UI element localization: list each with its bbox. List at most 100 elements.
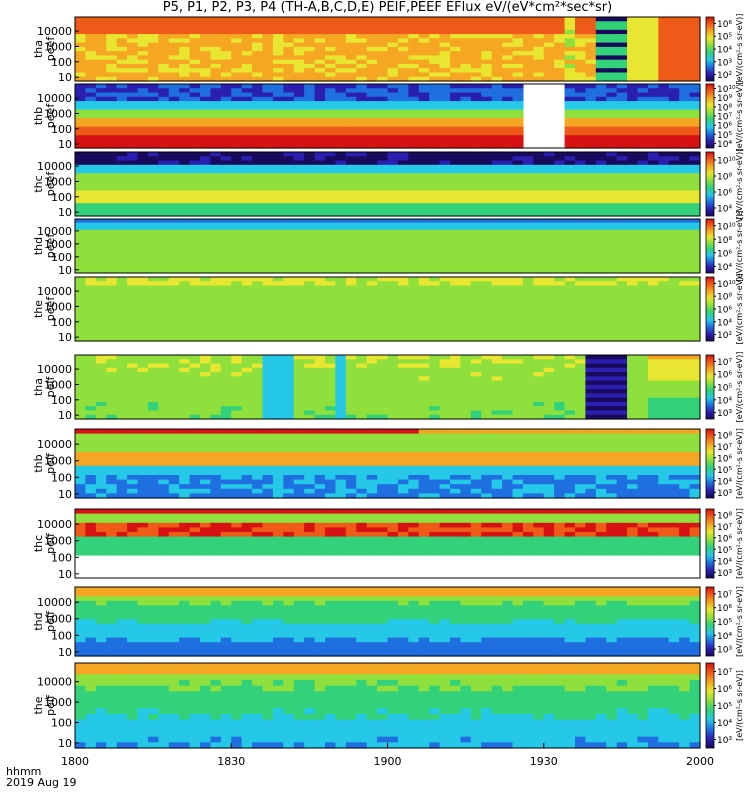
y-tick-label: 100 [51,717,72,730]
y-tick-label: 1000 [44,378,72,391]
colorbar-tick-label: 10⁶ [717,604,732,614]
y-axis-label: the [32,300,45,318]
colorbar [705,586,715,657]
colorbar-tick-label: 10⁶ [717,371,732,381]
colorbar [705,83,715,149]
colorbar-tick-label: 10³ [717,58,732,68]
colorbar-units-label: [eV/(cm²-s sr-eV)] [735,81,744,152]
colorbar [705,151,715,217]
y-tick-label: 10000 [37,363,72,376]
y-axis-label: thc [32,175,45,192]
colorbar-units-label: [eV/(cm²-s sr-eV)] [735,586,744,657]
colorbar-tick-label: 10¹⁰ [717,222,736,232]
panel-frame [74,354,701,420]
colorbar-tick-label: 10⁷ [717,358,732,368]
colorbar [705,662,715,749]
colorbar-tick-label: 10³ [717,569,732,579]
y-axis-label: the [32,696,45,714]
colorbar-tick-label: 10⁵ [717,466,732,476]
y-axis-label: peef [44,233,57,259]
colorbar-tick-label: 10¹⁰ [717,157,736,167]
panel-frame [74,586,701,657]
y-tick-label: 1000 [44,40,72,53]
y-tick-label: 10 [58,646,72,659]
spectrogram-panel-thb-peef: 10 100 1000 10000 thb peef 10⁴10⁵10⁶10⁷10⁸10⁹1… [32,81,744,152]
y-tick-label: 10000 [37,285,72,298]
colorbar-tick-label: 10⁶ [717,685,732,695]
colorbar-tick-label: 10⁷ [717,590,732,600]
time-unit-label: hhmm [6,765,42,778]
colorbar-units-label: [eV/(cm²-s sr-eV)] [735,508,744,579]
y-tick-label: 100 [51,123,72,136]
y-tick-label: 1000 [44,107,72,120]
colorbar-units-label: [eV/(cm²-s sr-eV)] [735,211,744,282]
colorbar [705,428,715,499]
colorbar-tick-label: 10⁷ [717,443,732,453]
colorbar-units-label: [eV/(cm²-s sr-eV)] [735,352,744,423]
panel-frame [74,276,701,342]
y-tick-label: 1000 [44,238,72,251]
colorbar-tick-label: 10² [717,331,732,341]
colorbar [705,508,715,579]
colorbar-tick-label: 10⁴ [717,263,732,273]
y-tick-label: 10 [58,264,72,277]
colorbar-tick-label: 10¹⁰ [717,280,736,290]
y-axis-label: peif [44,532,57,554]
colorbar-tick-label: 10⁸ [717,431,732,441]
y-tick-label: 10 [58,331,72,344]
y-axis-label: peef [44,171,57,197]
x-tick-label: 1900 [374,755,402,768]
x-tick-label: 2000 [686,755,714,768]
colorbar-tick-label: 10⁵ [717,546,732,556]
colorbar-tick-label: 10⁴ [717,318,732,328]
y-tick-label: 10000 [37,676,72,689]
colorbar-tick-label: 10⁵ [717,702,732,712]
colorbar-tick-label: 10⁸ [717,511,732,521]
colorbar-tick-label: 10³ [717,489,732,499]
colorbar-tick-label: 10⁶ [717,249,732,259]
colorbar-units-label: [eV/(cm²-s sr-eV)] [735,428,744,499]
y-tick-label: 10 [58,568,72,581]
y-tick-label: 1000 [44,175,72,188]
spectrogram-panel-thc-peef: 10 100 1000 10000 thc peef 10⁴ 10⁶ 10⁸ 10¹⁰ [eV/(c… [32,149,744,220]
y-tick-label: 100 [51,629,72,642]
spectrogram-panel-thd-peif: 10 100 1000 10000 thd peif 10³ 10⁴ 10⁵ 10⁶ 10⁷ [eV/… [32,586,744,659]
x-tick-label: 1930 [530,755,558,768]
y-tick-label: 10000 [37,92,72,105]
y-tick-label: 10000 [37,25,72,38]
colorbar-tick-label: 10⁸ [717,173,732,183]
y-tick-label: 10000 [37,596,72,609]
y-tick-label: 10 [58,71,72,84]
colorbar-tick-label: 10⁴ [717,557,732,567]
colorbar-tick-label: 10¹⁰ [717,85,736,95]
colorbar-tick-label: 10⁴ [717,632,732,642]
y-axis-label: tha [32,40,45,58]
colorbar-tick-label: 10⁴ [717,205,732,215]
y-axis-label: peif [44,376,57,398]
y-tick-label: 10 [58,206,72,219]
panel-frame [74,151,701,217]
y-tick-label: 100 [51,471,72,484]
panel-frame [74,218,701,274]
x-tick-label: 1800 [61,755,89,768]
colorbar-tick-label: 10⁶ [717,534,732,544]
colorbar-tick-label: 10⁷ [717,668,732,678]
colorbar-units-label: [eV/(cm²-s sr-eV)] [735,149,744,220]
time-axis: 1800 1830 1900 1930 2000 [61,743,714,768]
colorbar-units-label: [eV/(cm²-s sr-eV)] [735,14,744,85]
y-axis-label: peef [44,36,57,62]
colorbar-tick-label: 10⁴ [717,396,732,406]
y-tick-label: 10000 [37,160,72,173]
y-axis-label: thd [32,612,45,630]
y-tick-label: 10 [58,488,72,501]
y-axis-label: peif [44,610,57,632]
spectrogram-panel-the-peif: 10 100 1000 10000 the peif 10³ 10⁴ 10⁵ 10⁶ 10⁷ [eV/… [32,662,744,750]
colorbar-tick-label: 10⁷ [717,523,732,533]
colorbar [705,218,715,274]
date-label: 2019 Aug 19 [6,776,77,789]
panel-frame [74,16,701,82]
colorbar [705,276,715,342]
y-tick-label: 10 [58,737,72,750]
